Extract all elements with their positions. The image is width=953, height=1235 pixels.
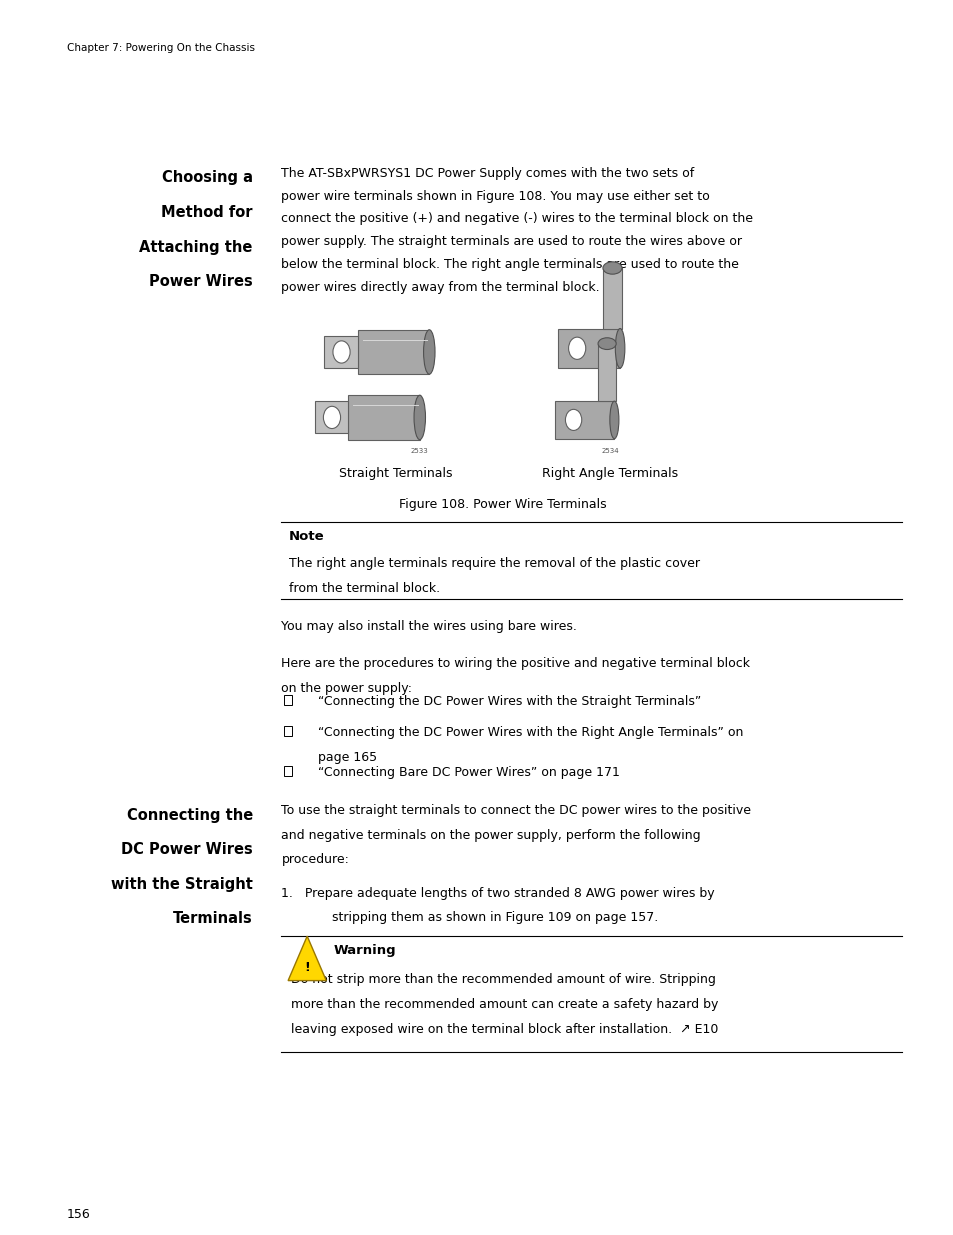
Bar [284,766,292,776]
Text: Straight Terminals: Straight Terminals [339,467,452,480]
Bar [284,726,292,736]
Polygon shape [314,401,348,433]
Ellipse shape [414,395,425,440]
Text: Attaching the: Attaching the [139,240,253,254]
Text: more than the recommended amount can create a safety hazard by: more than the recommended amount can cre… [291,998,718,1011]
Text: To use the straight terminals to connect the DC power wires to the positive: To use the straight terminals to connect… [281,804,751,818]
Polygon shape [348,395,419,440]
Circle shape [323,406,340,429]
Text: Note: Note [289,530,324,543]
Text: The AT-SBxPWRSYS1 DC Power Supply comes with the two sets of: The AT-SBxPWRSYS1 DC Power Supply comes … [281,167,694,180]
Text: page 165: page 165 [317,751,376,764]
Text: DC Power Wires: DC Power Wires [121,842,253,857]
Ellipse shape [615,329,624,368]
Text: Here are the procedures to wiring the positive and negative terminal block: Here are the procedures to wiring the po… [281,657,750,671]
Text: “Connecting Bare DC Power Wires” on page 171: “Connecting Bare DC Power Wires” on page… [317,766,618,779]
Polygon shape [357,330,429,374]
Text: connect the positive (+) and negative (-) wires to the terminal block on the: connect the positive (+) and negative (-… [281,212,753,226]
Text: power wire terminals shown in Figure 108. You may use either set to: power wire terminals shown in Figure 108… [281,190,709,203]
Text: !: ! [304,961,310,973]
Text: below the terminal block. The right angle terminals are used to route the: below the terminal block. The right angl… [281,258,739,272]
Text: on the power supply:: on the power supply: [281,682,412,695]
Bar [284,695,292,705]
Text: Connecting the: Connecting the [127,808,253,823]
Text: Choosing a: Choosing a [162,170,253,185]
Polygon shape [602,268,621,329]
Text: The right angle terminals require the removal of the plastic cover: The right angle terminals require the re… [289,557,700,571]
Text: Chapter 7: Powering On the Chassis: Chapter 7: Powering On the Chassis [67,43,254,53]
Text: 2534: 2534 [601,448,618,454]
Circle shape [333,341,350,363]
Text: 2533: 2533 [411,448,428,454]
Text: stripping them as shown in Figure 109 on page 157.: stripping them as shown in Figure 109 on… [308,911,658,925]
Text: “Connecting the DC Power Wires with the Right Angle Terminals” on: “Connecting the DC Power Wires with the … [317,726,742,740]
Text: procedure:: procedure: [281,853,349,867]
Text: 1.   Prepare adequate lengths of two stranded 8 AWG power wires by: 1. Prepare adequate lengths of two stran… [281,887,715,900]
Text: Right Angle Terminals: Right Angle Terminals [542,467,678,480]
Text: Do not strip more than the recommended amount of wire. Stripping: Do not strip more than the recommended a… [291,973,715,987]
Ellipse shape [609,401,618,438]
Text: from the terminal block.: from the terminal block. [289,582,439,595]
Text: leaving exposed wire on the terminal block after installation.  ↗ E10: leaving exposed wire on the terminal blo… [291,1023,718,1036]
Polygon shape [558,329,619,368]
Ellipse shape [423,330,435,374]
Text: Figure 108. Power Wire Terminals: Figure 108. Power Wire Terminals [398,498,606,511]
Text: Warning: Warning [334,944,396,957]
Polygon shape [598,343,616,401]
Polygon shape [324,336,357,368]
Text: “Connecting the DC Power Wires with the Straight Terminals”: “Connecting the DC Power Wires with the … [317,695,700,709]
Text: You may also install the wires using bare wires.: You may also install the wires using bar… [281,620,577,634]
Text: Power Wires: Power Wires [149,274,253,289]
Ellipse shape [602,262,621,274]
Ellipse shape [598,337,616,350]
Text: Method for: Method for [161,205,253,220]
Text: 156: 156 [67,1208,91,1221]
Polygon shape [555,401,614,438]
Circle shape [565,409,581,431]
Text: with the Straight: with the Straight [111,877,253,892]
Text: and negative terminals on the power supply, perform the following: and negative terminals on the power supp… [281,829,700,842]
Text: power wires directly away from the terminal block.: power wires directly away from the termi… [281,282,599,294]
Polygon shape [288,936,326,981]
Circle shape [568,337,585,359]
Text: Terminals: Terminals [172,911,253,926]
Text: power supply. The straight terminals are used to route the wires above or: power supply. The straight terminals are… [281,236,741,248]
